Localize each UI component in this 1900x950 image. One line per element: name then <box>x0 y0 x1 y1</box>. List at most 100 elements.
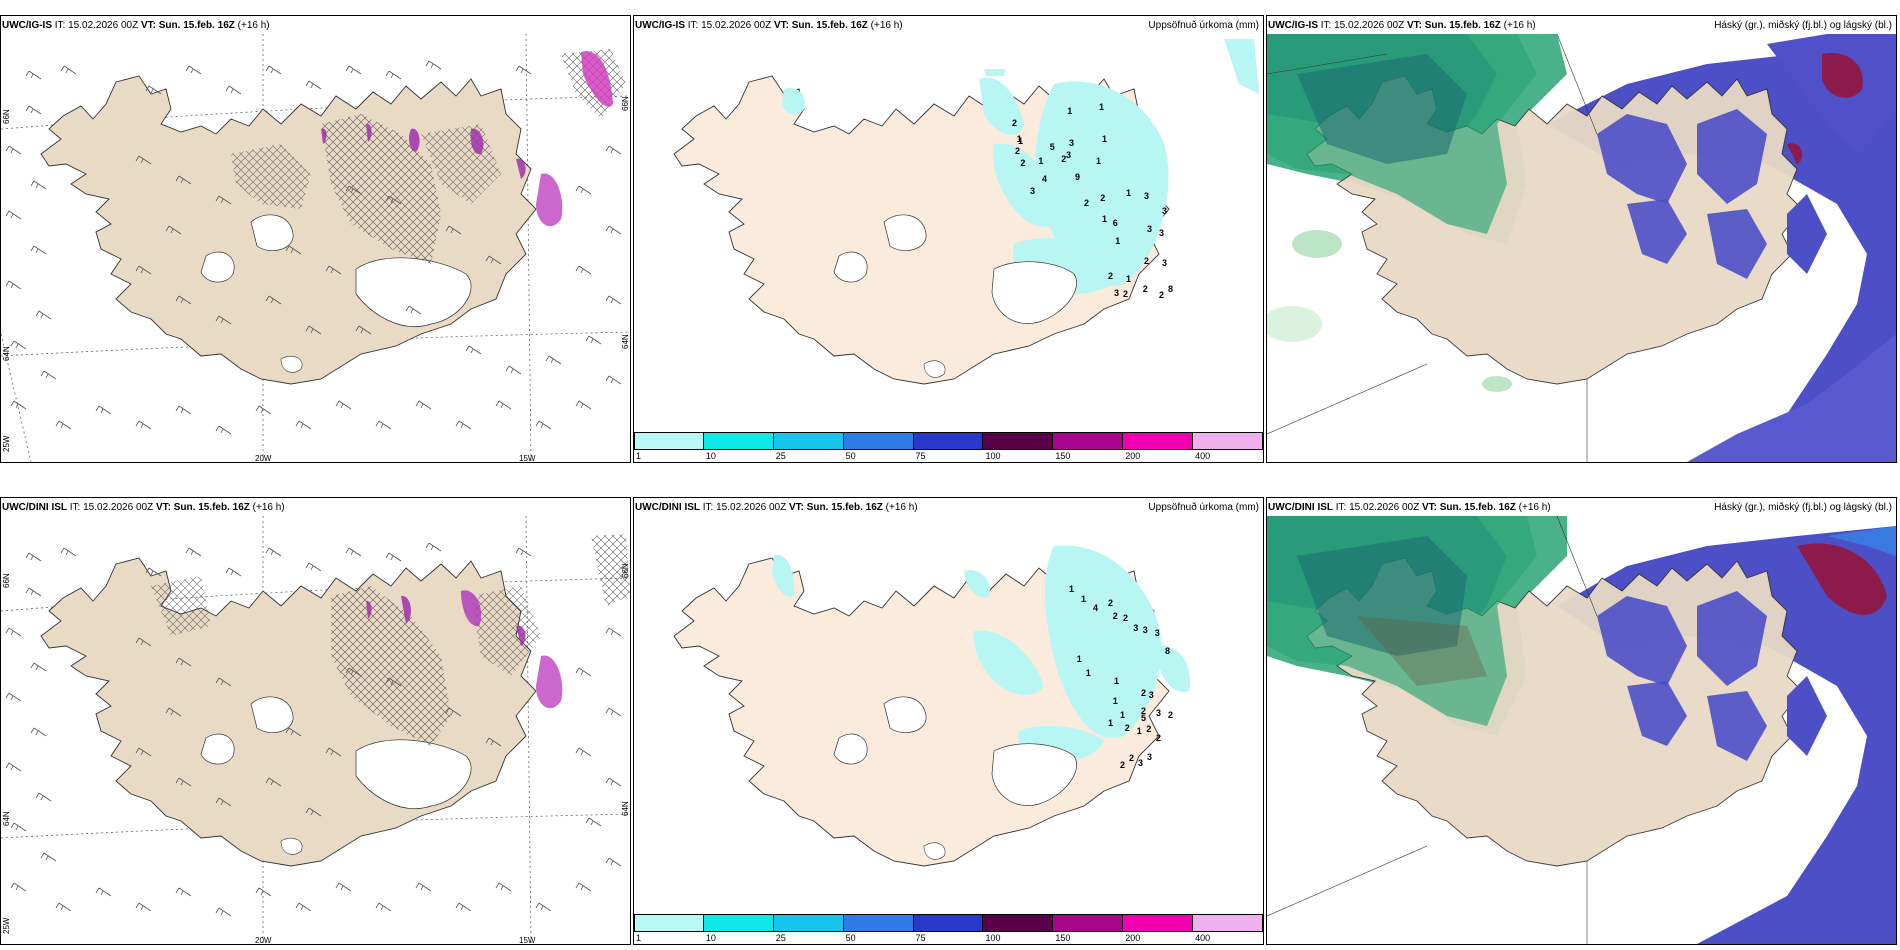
lead-time: (+16 h) <box>1503 20 1536 31</box>
valid-label: VT: <box>1421 502 1437 513</box>
precip-amount-label: 2 <box>1168 710 1174 720</box>
valid-time: Sun. 15.feb. 16Z <box>173 502 250 513</box>
precip-amount-label: 1 <box>1112 696 1118 706</box>
precip-amount-label: 3 <box>1162 258 1168 268</box>
model-name: UWC/IG-IS <box>1268 20 1318 31</box>
lat-label-64n: 64N <box>2 811 11 826</box>
colorbar-frame <box>634 914 1263 932</box>
init-label: IT: <box>1320 20 1332 31</box>
precip-amount-label: 3 <box>1066 150 1072 160</box>
map-title: Uppsöfnuð úrkoma (mm) <box>1148 502 1259 513</box>
valid-time: Sun. 15.feb. 16Z <box>806 502 883 513</box>
colorbar-swatch <box>983 914 1054 932</box>
precip-amount-label: 2 <box>1015 146 1021 156</box>
precip-amount-label: 1 <box>1096 156 1102 166</box>
precip-amount-label: 3 <box>1144 191 1150 201</box>
wind-map[interactable] <box>1 34 630 462</box>
precip-amount-label: 1 <box>1102 134 1108 144</box>
precip-amount-label: 1 <box>1115 236 1121 246</box>
colorbar-frame <box>634 432 1263 450</box>
precip-amount-label: 2 <box>1156 733 1162 743</box>
precip-amount-label: 2 <box>1084 198 1090 208</box>
colorbar-swatch <box>983 432 1054 450</box>
precip-colorbar: 1 10 25 50 75 100 150 200 400 <box>634 914 1263 944</box>
lon-label-25w: 25W <box>2 435 11 452</box>
valid-label: VT: <box>155 502 171 513</box>
colorbar-label: 400 <box>1195 933 1211 943</box>
precip-amount-label: 2 <box>1108 598 1114 608</box>
precip-amount-label: 4 <box>1093 603 1099 613</box>
precip-amount-label: 4 <box>1042 174 1048 184</box>
precip-amount-label: 2 <box>1108 271 1114 281</box>
precip-amount-label: 2 <box>1146 724 1152 734</box>
precip-amount-label: 2 <box>1159 290 1165 300</box>
precip-amount-label: 1 <box>1085 668 1091 678</box>
precip-amount-label: 3 <box>1148 690 1154 700</box>
colorbar-swatch <box>634 914 704 932</box>
cloud-map[interactable] <box>1267 34 1896 462</box>
model-name: UWC/IG-IS <box>2 20 52 31</box>
precip-map-panel-top: UWC/IG-IS IT: 15.02.2026 00Z VT: Sun. 15… <box>633 15 1264 463</box>
precip-map[interactable] <box>634 516 1263 914</box>
init-time: 15.02.2026 00Z <box>68 20 139 31</box>
colorbar-swatch <box>843 914 914 932</box>
lead-time: (+16 h) <box>885 502 918 513</box>
colorbar-label: 1 <box>636 451 642 461</box>
init-label: IT: <box>687 20 699 31</box>
precip-amount-label: 3 <box>1147 752 1153 762</box>
colorbar-label: 50 <box>845 451 856 461</box>
lon-label-25w: 25W <box>2 917 11 934</box>
valid-time: Sun. 15.feb. 16Z <box>1424 20 1501 31</box>
lat-label-64n: 64N <box>2 346 11 361</box>
precip-amount-label: 1 <box>1108 718 1114 728</box>
precip-amount-label: 3 <box>1114 288 1120 298</box>
precip-amount-label: 9 <box>1075 172 1081 182</box>
colorbar-label: 100 <box>985 451 1001 461</box>
colorbar-label: 150 <box>1055 933 1071 943</box>
precip-map-panel-bottom: UWC/DINI ISL IT: 15.02.2026 00Z VT: Sun.… <box>633 497 1264 945</box>
precip-amount-label: 2 <box>1142 284 1148 294</box>
model-name: UWC/IG-IS <box>635 20 685 31</box>
panel-header: UWC/DINI ISL IT: 15.02.2026 00Z VT: Sun.… <box>635 500 1259 515</box>
precip-amount-label: 1 <box>1038 156 1044 166</box>
lead-time: (+16 h) <box>237 20 270 31</box>
precip-amount-label: 2 <box>1061 154 1067 164</box>
precip-amount-label: 1 <box>1076 654 1082 664</box>
model-name: UWC/DINI ISL <box>1268 502 1333 513</box>
valid-time: Sun. 15.feb. 16Z <box>791 20 868 31</box>
precip-amount-label: 1 <box>1126 274 1132 284</box>
map-title: Háský (gr.), miðský (fj.bl.) og lágský (… <box>1714 20 1892 31</box>
valid-label: VT: <box>773 20 789 31</box>
colorbar-label: 200 <box>1125 933 1141 943</box>
precip-amount-label: 2 <box>1120 760 1126 770</box>
precip-amount-label: 2 <box>1112 611 1118 621</box>
init-label: IT: <box>1335 502 1347 513</box>
lead-time: (+16 h) <box>870 20 903 31</box>
lon-label-15w: 15W <box>519 936 536 945</box>
colorbar-label: 1 <box>636 933 642 943</box>
wind-map[interactable] <box>1 516 630 944</box>
colorbar-label: 10 <box>705 933 716 943</box>
precip-amount-label: 3 <box>1069 138 1075 148</box>
cloud-map-panel-bottom: UWC/DINI ISL IT: 15.02.2026 00Z VT: Sun.… <box>1266 497 1897 945</box>
lat-label-64n-right: 64N <box>621 334 630 349</box>
panel-header: UWC/IG-IS IT: 15.02.2026 00Z VT: Sun. 15… <box>2 18 626 33</box>
colorbar-swatch <box>843 432 914 450</box>
precip-amount-label: 3 <box>1156 708 1162 718</box>
precip-amount-label: 3 <box>1138 758 1144 768</box>
precip-amount-label: 3 <box>1147 224 1153 234</box>
precip-amount-label: 2 <box>1123 613 1129 623</box>
init-time: 15.02.2026 00Z <box>1334 20 1405 31</box>
lat-label-66n-right: 66N <box>621 563 630 578</box>
precip-amount-label: 5 <box>1049 142 1055 152</box>
precip-map[interactable] <box>634 34 1263 432</box>
map-title: Uppsöfnuð úrkoma (mm) <box>1148 20 1259 31</box>
colorbar-label: 10 <box>705 451 716 461</box>
colorbar-swatch <box>703 914 774 932</box>
valid-time: Sun. 15.feb. 16Z <box>158 20 235 31</box>
lon-label-20w: 20W <box>255 454 272 463</box>
cloud-map[interactable] <box>1267 516 1896 944</box>
precip-amount-label: 2 <box>1012 118 1018 128</box>
colorbar-swatch <box>1123 432 1194 450</box>
precip-amount-label: 6 <box>1112 218 1118 228</box>
